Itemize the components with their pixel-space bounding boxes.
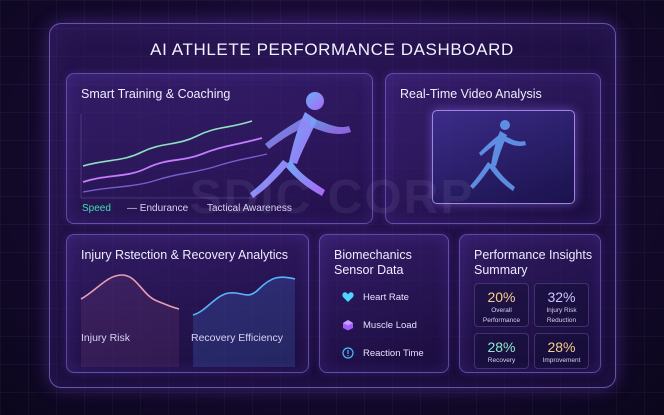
stat-overall-performance[interactable]: 20% Overall Performance bbox=[474, 283, 529, 327]
endurance-line bbox=[82, 120, 253, 167]
smart-training-title: Smart Training & Coaching bbox=[81, 87, 231, 101]
runner-figure bbox=[250, 92, 351, 198]
video-analysis-title: Real-Time Video Analysis bbox=[400, 87, 542, 101]
insights-panel[interactable]: Performance Insights Summary 20% Overall… bbox=[459, 234, 601, 373]
sensor-reaction-time[interactable]: Reaction Time bbox=[342, 347, 424, 359]
runner-silhouette-icon bbox=[470, 120, 526, 191]
legend-endurance: — Endurance bbox=[127, 203, 189, 214]
stat-label: Injury Risk bbox=[546, 307, 577, 314]
dashboard-title: AI ATHLETE PERFORMANCE DASHBOARD bbox=[150, 40, 514, 59]
insights-title-line1: Performance Insights bbox=[474, 248, 593, 262]
stat-value: 32% bbox=[547, 289, 576, 305]
stat-value: 28% bbox=[487, 339, 516, 355]
injury-risk-curve bbox=[80, 274, 180, 310]
stat-label: Recovery bbox=[487, 357, 516, 364]
video-preview[interactable] bbox=[432, 110, 575, 204]
stat-label: Performance bbox=[482, 317, 521, 324]
stat-injury-risk-reduction[interactable]: 32% Injury Risk Reduction bbox=[534, 283, 589, 327]
smart-training-panel[interactable]: Smart Training & Coaching Speed — Endura… bbox=[66, 73, 373, 224]
video-analysis-panel[interactable]: Real-Time Video Analysis bbox=[385, 73, 601, 224]
biomechanics-title-line1: Biomechanics bbox=[334, 248, 412, 262]
sensor-muscle-load-label: Muscle Load bbox=[363, 319, 417, 331]
recovery-curve bbox=[192, 276, 296, 316]
sensor-reaction-time-label: Reaction Time bbox=[363, 347, 424, 359]
insights-title-line2: Summary bbox=[474, 263, 528, 277]
biomechanics-panel[interactable]: Biomechanics Sensor Data Heart Rate Musc… bbox=[319, 234, 449, 373]
speed-line bbox=[82, 137, 263, 183]
stat-label: Overall bbox=[491, 307, 512, 314]
heart-icon bbox=[342, 292, 354, 302]
stat-value: 28% bbox=[547, 339, 576, 355]
stat-improvement[interactable]: 28% Improvement bbox=[534, 333, 589, 369]
alert-circle-icon bbox=[342, 347, 354, 359]
recovery-efficiency-label: Recovery Efficiency bbox=[191, 332, 284, 344]
injury-recovery-panel[interactable]: Injury Rstection & Recovery Analytics In… bbox=[66, 234, 309, 373]
sensor-heart-rate[interactable]: Heart Rate bbox=[342, 291, 409, 303]
legend-speed: Speed bbox=[82, 203, 111, 214]
stat-label: Reduction bbox=[546, 317, 577, 324]
legend-tactical-awareness: Tactical Awareness bbox=[207, 203, 292, 214]
tactical-line bbox=[82, 153, 268, 193]
stat-recovery[interactable]: 28% Recovery bbox=[474, 333, 529, 369]
injury-recovery-chart bbox=[80, 274, 296, 367]
stat-label: Improvement bbox=[542, 357, 581, 364]
sensor-muscle-load[interactable]: Muscle Load bbox=[342, 319, 417, 331]
injury-recovery-title: Injury Rstection & Recovery Analytics bbox=[81, 248, 289, 262]
training-chart bbox=[80, 92, 351, 199]
sensor-heart-rate-label: Heart Rate bbox=[363, 291, 409, 303]
stat-value: 20% bbox=[487, 289, 516, 305]
dashboard-frame bbox=[49, 23, 616, 388]
cube-icon bbox=[343, 320, 353, 331]
injury-risk-label: Injury Risk bbox=[81, 332, 131, 344]
biomechanics-title-line2: Sensor Data bbox=[334, 263, 404, 277]
